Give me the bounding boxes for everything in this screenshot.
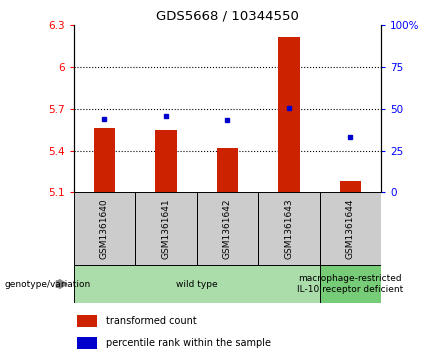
- Text: GSM1361640: GSM1361640: [100, 198, 109, 259]
- Bar: [77, 337, 97, 349]
- Text: wild type: wild type: [176, 280, 217, 289]
- Bar: [94, 129, 115, 192]
- Text: GSM1361641: GSM1361641: [162, 198, 170, 259]
- FancyBboxPatch shape: [258, 192, 320, 265]
- Text: percentile rank within the sample: percentile rank within the sample: [106, 338, 271, 348]
- Text: macrophage-restricted
IL-10 receptor deficient: macrophage-restricted IL-10 receptor def…: [297, 274, 404, 294]
- FancyBboxPatch shape: [74, 192, 135, 265]
- Bar: [278, 37, 300, 192]
- Bar: [339, 181, 361, 192]
- FancyBboxPatch shape: [135, 192, 197, 265]
- FancyArrow shape: [56, 280, 67, 289]
- Text: transformed count: transformed count: [106, 316, 197, 326]
- Title: GDS5668 / 10344550: GDS5668 / 10344550: [156, 10, 299, 23]
- FancyBboxPatch shape: [197, 192, 258, 265]
- FancyBboxPatch shape: [320, 192, 381, 265]
- Bar: [216, 148, 238, 192]
- Bar: [155, 130, 177, 192]
- Text: genotype/variation: genotype/variation: [4, 280, 90, 289]
- Text: GSM1361643: GSM1361643: [284, 198, 293, 259]
- FancyBboxPatch shape: [74, 265, 320, 303]
- Text: GSM1361644: GSM1361644: [346, 199, 355, 259]
- FancyBboxPatch shape: [320, 265, 381, 303]
- Bar: [77, 315, 97, 327]
- Text: GSM1361642: GSM1361642: [223, 199, 232, 259]
